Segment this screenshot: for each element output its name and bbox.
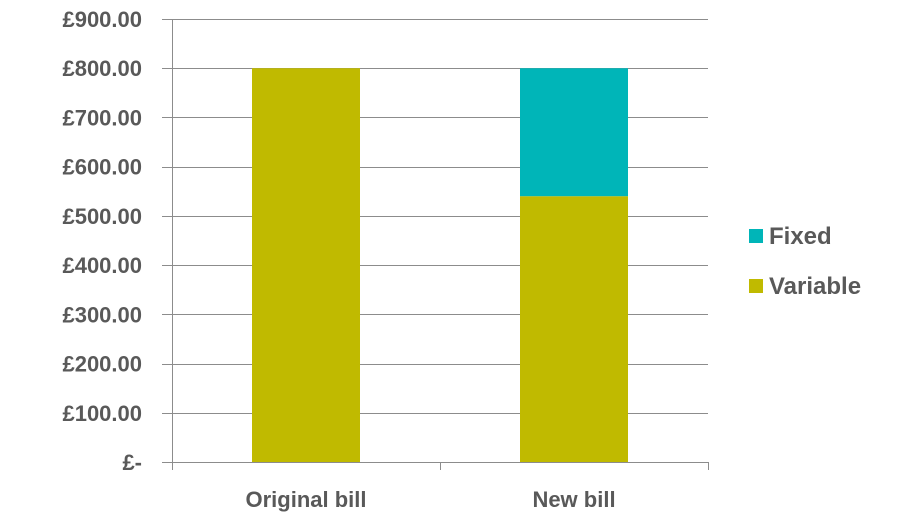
x-category-labels: Original bill New bill [245, 487, 615, 512]
legend-swatch-fixed [749, 229, 763, 243]
y-tick-label: £- [122, 450, 142, 475]
bar-variable-1 [520, 196, 628, 462]
y-tick-labels: £- £100.00 £200.00 £300.00 £400.00 £500.00 £60… [62, 7, 142, 475]
y-tick-label: £400.00 [62, 253, 142, 278]
y-tick-label: £900.00 [62, 7, 142, 32]
x-category-label: New bill [532, 487, 615, 512]
y-tick-label: £600.00 [62, 155, 142, 180]
y-tick-label: £100.00 [62, 401, 142, 426]
legend-label-variable: Variable [769, 273, 861, 300]
y-tick-label: £200.00 [62, 352, 142, 377]
bar-variable-0 [252, 68, 360, 462]
legend-swatch-variable [749, 279, 763, 293]
y-tick-label: £500.00 [62, 204, 142, 229]
y-tick-label: £800.00 [62, 56, 142, 81]
axes [162, 19, 709, 470]
bars [252, 68, 628, 462]
y-tick-label: £300.00 [62, 302, 142, 327]
legend-label-fixed: Fixed [769, 223, 832, 250]
bar-fixed-1 [520, 68, 628, 197]
x-category-label: Original bill [245, 487, 366, 512]
y-tick-label: £700.00 [62, 105, 142, 130]
legend: Fixed Variable [749, 223, 861, 300]
